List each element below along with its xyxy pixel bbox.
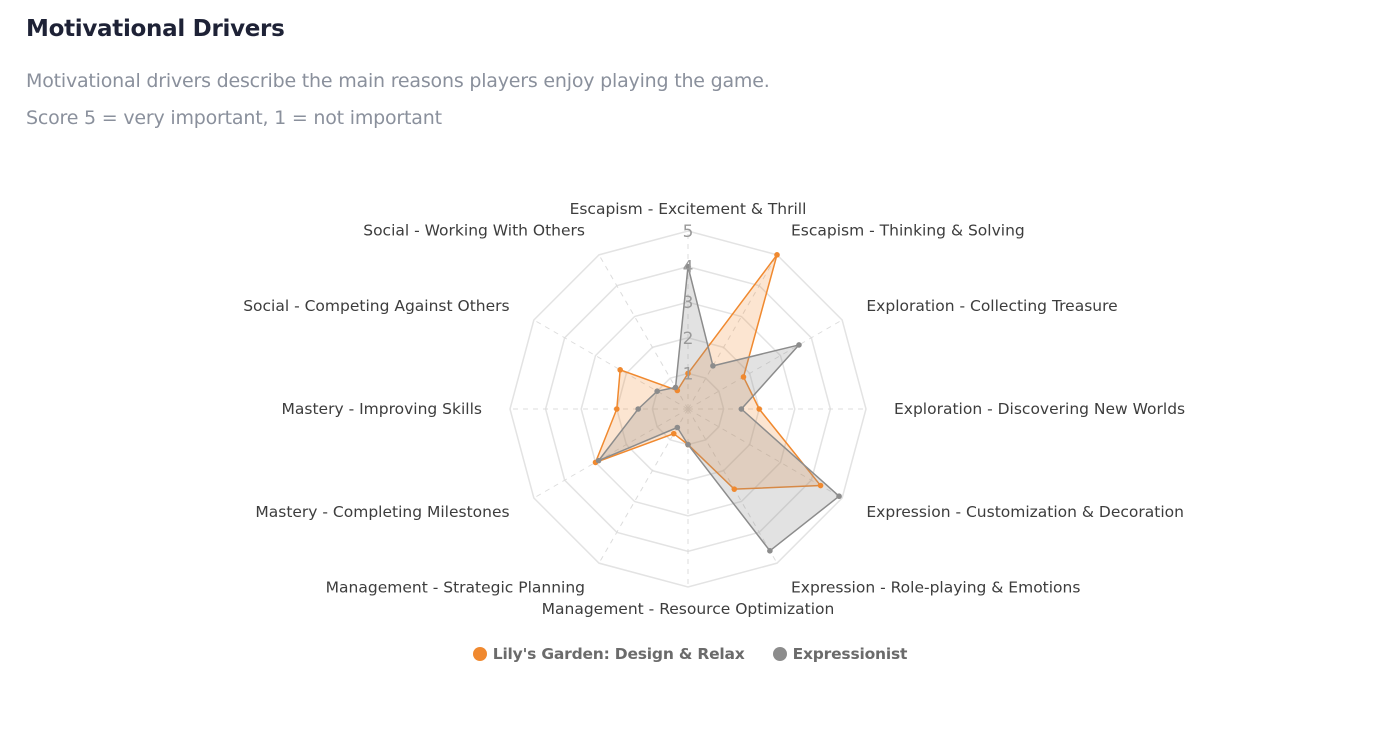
series-1-point-1 — [685, 370, 691, 377]
series-1-point-3 — [740, 374, 747, 380]
axis-label-9: Mastery - Completing Milestones — [255, 503, 509, 521]
scale-label-2: 2 — [683, 329, 694, 349]
scale-label-5: 5 — [683, 222, 694, 242]
axis-label-7: Management - Resource Optimization — [542, 600, 835, 618]
series-2-point-5 — [836, 493, 842, 500]
series-2-point-11 — [654, 388, 660, 395]
legend-label-expressionist: Expressionist — [792, 645, 908, 663]
axis-label-10: Mastery - Improving Skills — [282, 400, 482, 418]
series-1-point-10 — [614, 406, 620, 412]
legend-label-lilys-garden: Lily's Garden: Design & Relax — [492, 645, 745, 663]
series-2-point-9 — [595, 457, 602, 464]
series-2-point-4 — [738, 406, 745, 412]
scale-label-4: 4 — [683, 258, 694, 278]
score-scale-note: Score 5 = very important, 1 = not import… — [26, 107, 442, 129]
grid-ring-5 — [509, 230, 867, 588]
series-2-point-7 — [685, 441, 691, 448]
section-title: Motivational Drivers — [26, 16, 285, 42]
axis-label-8: Management - Strategic Planning — [326, 578, 585, 596]
scale-label-1: 1 — [683, 364, 694, 384]
series-2-point-1 — [685, 263, 691, 270]
series-1-point-4 — [756, 406, 762, 412]
section-description: Motivational drivers describe the main r… — [26, 70, 770, 92]
legend-marker-lilys-garden — [472, 647, 487, 661]
series-2-point-6 — [767, 548, 773, 554]
axis-label-11: Social - Competing Against Others — [243, 297, 509, 315]
axis-label-3: Exploration - Collecting Treasure — [866, 297, 1117, 315]
series-2-point-8 — [674, 424, 681, 431]
series-1-point-6 — [731, 486, 738, 492]
series-2-point-12 — [672, 384, 679, 391]
axis-label-12: Social - Working With Others — [363, 222, 585, 240]
grid-ring-3 — [580, 301, 796, 517]
series-1-point-2 — [774, 252, 780, 258]
legend-item-expressionist[interactable]: Expressionist — [772, 645, 908, 663]
axis-label-5: Expression - Customization & Decoration — [866, 503, 1184, 521]
series-2-point-3 — [796, 342, 802, 348]
series-1-point-5 — [817, 482, 824, 489]
series-1-point-11 — [617, 367, 623, 373]
legend-marker-expressionist — [772, 647, 787, 661]
legend-item-lilys-garden[interactable]: Lily's Garden: Design & Relax — [472, 645, 745, 663]
chart-legend: Lily's Garden: Design & Relax Expression… — [0, 645, 1380, 663]
axis-label-1: Escapism - Excitement & Thrill — [570, 200, 807, 218]
scale-label-3: 3 — [683, 293, 694, 313]
axis-label-4: Exploration - Discovering New Worlds — [894, 400, 1185, 418]
series-2-point-10 — [635, 406, 641, 412]
axis-label-6: Expression - Role-playing & Emotions — [791, 578, 1080, 596]
series-2-point-2 — [710, 363, 716, 369]
axis-label-2: Escapism - Thinking & Solving — [791, 222, 1025, 240]
series-1-point-8 — [670, 430, 677, 437]
